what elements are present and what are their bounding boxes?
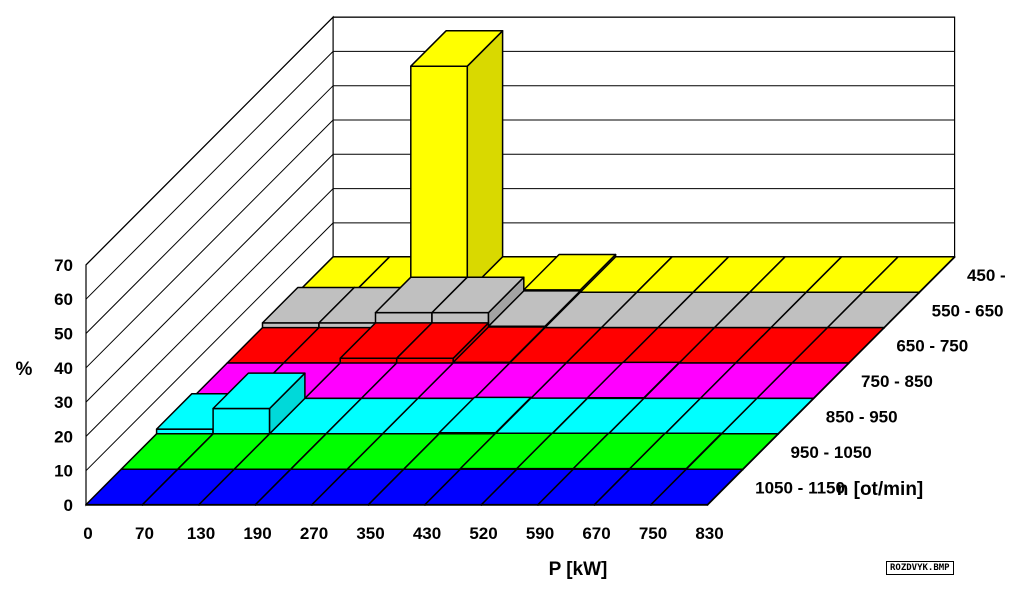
bar-top [523, 253, 617, 291]
x-tick-label: 670 [582, 524, 610, 543]
gridline [85, 222, 955, 472]
gridline [85, 50, 955, 300]
bar-side [466, 30, 504, 294]
y-tick-label: 0 [64, 496, 73, 515]
y-tick-label: 70 [54, 256, 73, 275]
y-axis-title: % [16, 359, 33, 380]
gridline [85, 188, 955, 437]
bar-top [212, 372, 306, 410]
x-tick-label: 130 [187, 524, 215, 543]
bar-top [650, 468, 744, 506]
chart-bars [85, 30, 956, 506]
bar-top [395, 322, 490, 360]
y-tick-label: 20 [54, 427, 73, 446]
series-label: 550 - 650 [932, 301, 1004, 320]
series-label: 650 - 750 [896, 337, 968, 356]
x-tick-label: 70 [135, 524, 154, 543]
gridline [85, 85, 955, 334]
x-tick-label: 190 [243, 524, 271, 543]
x-tick-label: 590 [526, 524, 554, 543]
y-tick-label: 60 [54, 290, 73, 309]
x-axis-title: P [kW] [549, 559, 608, 580]
y-tick-label: 40 [54, 359, 73, 378]
gridline [85, 16, 955, 266]
series-label: 1050 - 1150 [755, 478, 845, 497]
x-tick-label: 270 [300, 524, 328, 543]
z-axis-title: n [ot/min] [837, 479, 924, 500]
x-tick-label: 0 [83, 524, 92, 543]
bar-top [410, 30, 504, 67]
chart-labels: 0 10 20 30 40 50 60 70 0 70 130 190 270 350 430 520 590 6… [16, 256, 1010, 580]
bar-front [410, 65, 469, 294]
x-tick-label: 520 [469, 524, 497, 543]
series-label: 450 - 550 [967, 266, 1010, 285]
y-tick-label: 10 [54, 462, 73, 481]
y-tick-label: 30 [54, 393, 73, 412]
bar-front [212, 407, 271, 435]
x-tick-label: 350 [356, 524, 384, 543]
bar-top [431, 276, 525, 314]
x-tick-label: 430 [413, 524, 441, 543]
gridline [85, 153, 955, 403]
y-tick-label: 50 [54, 325, 73, 344]
x-tick-label: 830 [695, 524, 723, 543]
x-tick-label: 750 [639, 524, 667, 543]
gridline [85, 119, 955, 369]
series-label: 950 - 1050 [790, 443, 871, 462]
watermark-label: ROZDVYK.BMP [886, 561, 954, 575]
series-label: 850 - 950 [826, 408, 898, 427]
series-label: 750 - 850 [861, 372, 933, 391]
